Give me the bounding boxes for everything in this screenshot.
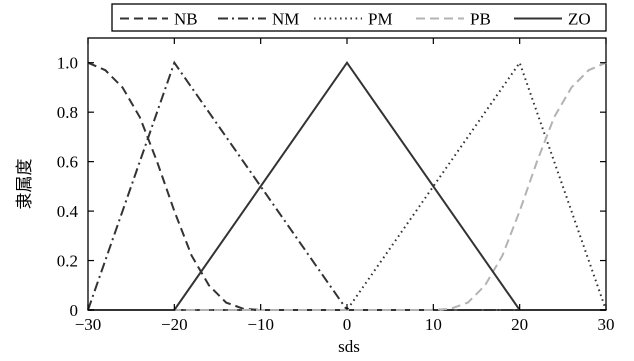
series-line-pb bbox=[88, 61, 607, 311]
y-tick-label: 0.4 bbox=[57, 202, 79, 221]
y-tick-label: 1.0 bbox=[57, 54, 78, 73]
legend-label-nb: NB bbox=[174, 10, 198, 29]
x-tick-label: 0 bbox=[343, 315, 352, 334]
series-line-zo bbox=[88, 60, 606, 311]
x-tick-label: −30 bbox=[75, 315, 102, 334]
legend-label-zo: ZO bbox=[568, 10, 591, 29]
x-tick-label: 10 bbox=[425, 315, 442, 334]
x-tick-label: −20 bbox=[161, 315, 188, 334]
legend-label-pm: PM bbox=[368, 10, 393, 29]
y-tick-label: 0.2 bbox=[57, 252, 78, 271]
y-tick-label: 0.6 bbox=[57, 153, 78, 172]
legend-label-nm: NM bbox=[272, 10, 299, 29]
series-line-nb bbox=[87, 61, 606, 311]
plot-frame bbox=[87, 37, 607, 311]
series-line-pm bbox=[88, 60, 607, 311]
legend: NB NM PM PB ZO bbox=[111, 3, 607, 32]
series-group bbox=[87, 60, 607, 311]
x-tick-label: 30 bbox=[598, 315, 615, 334]
y-tick-label: 0.8 bbox=[57, 103, 78, 122]
x-tick-label: −10 bbox=[247, 315, 274, 334]
x-axis-label: sds bbox=[338, 337, 360, 356]
series-line-nm bbox=[87, 60, 606, 311]
y-axis: 0 0.2 0.4 0.6 0.8 1.0 bbox=[57, 54, 606, 320]
x-tick-label: 20 bbox=[511, 315, 528, 334]
y-axis-label: 隶属度 bbox=[15, 159, 34, 210]
legend-label-pb: PB bbox=[470, 10, 491, 29]
y-tick-label: 0 bbox=[70, 301, 79, 320]
x-axis: −30 −20 −10 0 10 20 30 bbox=[75, 38, 615, 334]
